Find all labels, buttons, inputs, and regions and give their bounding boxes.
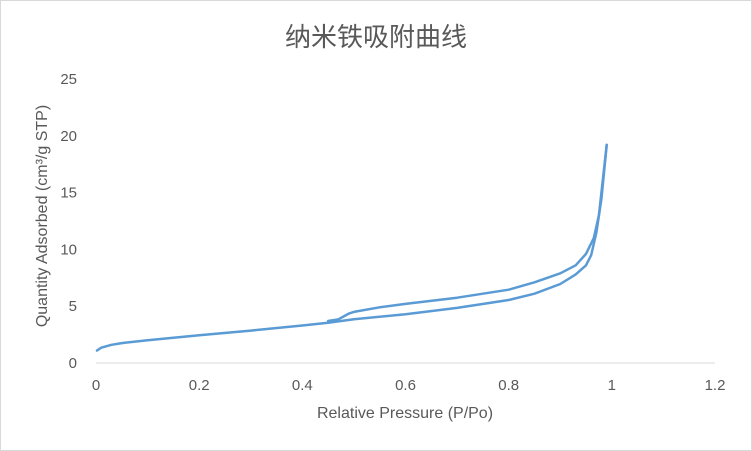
y-tick-label: 25 [60, 71, 77, 88]
x-tick-label: 0 [92, 377, 100, 394]
x-axis-ticks: 0 0.2 0.4 0.6 0.8 1 1.2 [92, 377, 726, 394]
y-tick-label: 10 [60, 241, 77, 258]
y-tick-label: 5 [69, 298, 77, 315]
series-line-desorption [326, 143, 608, 323]
x-tick-label: 0.6 [395, 377, 416, 394]
x-axis-label: Relative Pressure (P/Po) [317, 405, 493, 422]
y-axis-label: Quantity Adsorbed (cm³/g STP) [34, 105, 51, 327]
x-tick-label: 0.2 [189, 377, 210, 394]
series-group [95, 143, 608, 352]
y-tick-label: 0 [69, 355, 77, 372]
y-axis-ticks: 0 5 10 15 20 25 [60, 71, 77, 372]
x-tick-label: 1.2 [705, 377, 726, 394]
x-tick-label: 1 [608, 377, 616, 394]
x-tick-label: 0.4 [292, 377, 313, 394]
series-line-adsorption [95, 143, 608, 352]
x-tick-label: 0.8 [498, 377, 519, 394]
chart-title: 纳米铁吸附曲线 [285, 23, 467, 53]
y-tick-label: 15 [60, 185, 77, 202]
y-tick-label: 20 [60, 128, 77, 145]
